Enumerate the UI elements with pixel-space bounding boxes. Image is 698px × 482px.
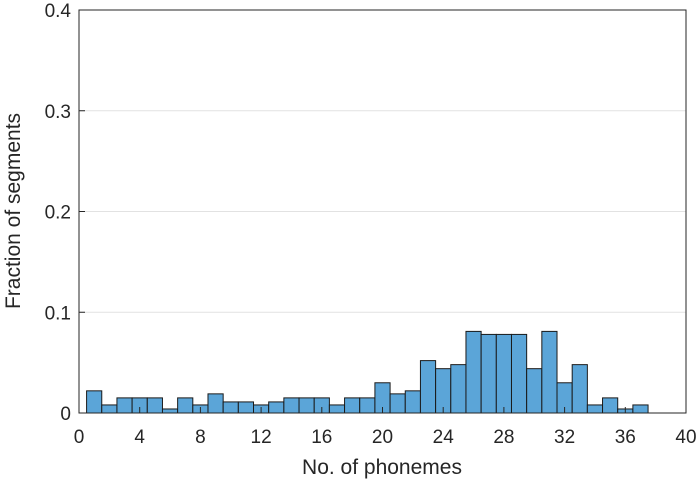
x-tick-label: 36 bbox=[615, 427, 636, 448]
histogram-bar bbox=[526, 368, 543, 414]
histogram-bar bbox=[495, 333, 512, 414]
y-axis-label: Fraction of segments bbox=[2, 113, 25, 309]
x-tick-label: 24 bbox=[433, 427, 455, 448]
x-tick-labels: 0 4 8 12 16 20 24 28 32 36 40 bbox=[74, 427, 697, 448]
x-tick-label: 16 bbox=[311, 427, 332, 448]
histogram-bar bbox=[480, 333, 497, 414]
histogram-bar bbox=[86, 390, 103, 414]
histogram-bar bbox=[177, 397, 194, 414]
x-tick-label: 20 bbox=[372, 427, 393, 448]
histogram-bar bbox=[237, 401, 255, 414]
histogram-bar bbox=[344, 397, 361, 414]
y-tick-labels: 0 0.1 0.2 0.3 0.4 bbox=[45, 1, 72, 425]
histogram-bar bbox=[101, 404, 118, 414]
histogram-bar bbox=[328, 404, 346, 414]
x-tick-label: 32 bbox=[554, 427, 575, 448]
y-tick-label: 0 bbox=[60, 404, 71, 425]
y-tick-label: 0.1 bbox=[45, 303, 71, 324]
histogram-bar bbox=[146, 397, 163, 414]
y-tick-label: 0.2 bbox=[45, 203, 71, 224]
histogram-bar bbox=[541, 330, 558, 414]
histogram-bar bbox=[389, 393, 406, 414]
axis-ticks bbox=[78, 9, 687, 414]
x-tick-label: 12 bbox=[251, 427, 272, 448]
histogram-bar bbox=[161, 408, 179, 414]
histogram-bar bbox=[435, 368, 452, 414]
histogram-bars bbox=[86, 330, 649, 414]
histogram-bar bbox=[465, 330, 482, 414]
histogram-bar bbox=[298, 397, 315, 414]
histogram-bar bbox=[207, 393, 224, 414]
histogram-bar bbox=[268, 401, 285, 414]
histogram-bar bbox=[586, 404, 604, 414]
histogram-bar bbox=[510, 333, 528, 414]
x-tick-label: 28 bbox=[493, 427, 514, 448]
histogram-bar bbox=[450, 364, 467, 414]
grid-lines bbox=[79, 110, 686, 313]
histogram-bar bbox=[404, 390, 421, 414]
x-axis-label: No. of phonemes bbox=[302, 456, 462, 479]
x-tick-label: 40 bbox=[675, 427, 696, 448]
histogram-bar bbox=[283, 397, 300, 414]
histogram-bar bbox=[116, 397, 133, 414]
histogram-bar bbox=[419, 360, 437, 414]
x-tick-label: 0 bbox=[74, 427, 85, 448]
histogram-bar bbox=[359, 397, 376, 414]
y-tick-label: 0.3 bbox=[45, 102, 71, 123]
y-tick-label: 0.4 bbox=[45, 1, 72, 22]
histogram-bar bbox=[222, 401, 239, 414]
x-tick-label: 4 bbox=[134, 427, 145, 448]
histogram-bar bbox=[602, 397, 619, 414]
histogram-bar bbox=[632, 404, 649, 414]
histogram-bar bbox=[571, 364, 588, 414]
x-tick-label: 8 bbox=[195, 427, 206, 448]
